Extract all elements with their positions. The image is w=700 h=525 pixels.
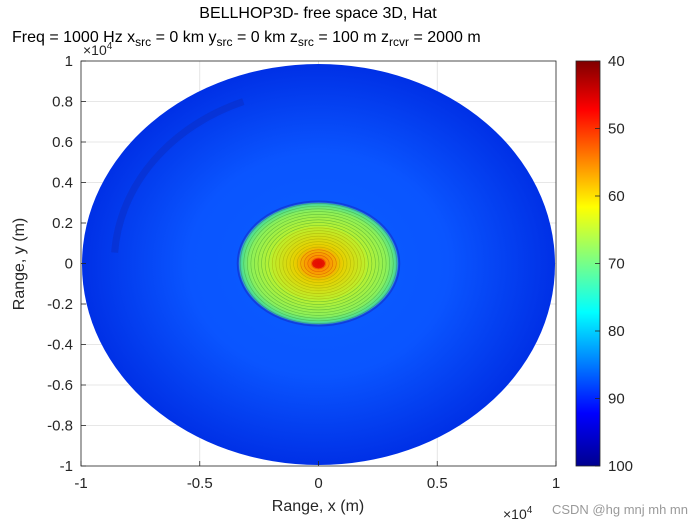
subtitle-text: Freq = 1000 Hz x	[12, 29, 136, 46]
subtitle-text: = 0 km z	[232, 29, 298, 46]
watermark: CSDN @hg mnj mh mn	[551, 502, 688, 517]
y-tick-label: 0.2	[52, 215, 73, 232]
interference-ring	[289, 241, 348, 286]
interference-ring	[239, 203, 398, 324]
y-axis-label: Range, y (m)	[11, 217, 28, 311]
x-tick-label: -0.5	[187, 475, 213, 492]
caustic-streak	[111, 98, 245, 253]
x-tick-label: -1	[74, 475, 87, 492]
interference-ring	[275, 230, 362, 297]
interference-ring	[271, 227, 366, 300]
subtitle-subscript: rcvr	[389, 35, 410, 49]
chart-subtitle: Freq = 1000 Hz xsrc = 0 km ysrc = 0 km z…	[12, 29, 481, 49]
colorbar-tick-label: 40	[608, 53, 625, 70]
y-tick-label: -0.8	[47, 418, 73, 435]
interference-ring	[264, 222, 373, 305]
x-tick-label: 0.5	[427, 475, 448, 492]
colorbar-tick-label: 70	[608, 256, 625, 273]
inner-edge-ring	[236, 200, 401, 327]
x-tick-label: 1	[552, 475, 560, 492]
interference-ring	[279, 233, 358, 294]
interference-ring	[311, 257, 326, 270]
interference-rings	[236, 200, 401, 327]
y-exponent-power: 4	[107, 41, 113, 52]
interference-ring	[293, 244, 344, 283]
interference-ring	[303, 252, 334, 275]
y-tick-label: 0	[65, 256, 73, 273]
subtitle-subscript: src	[216, 35, 233, 49]
interference-ring	[261, 219, 376, 308]
colorbar-tick-label: 50	[608, 121, 625, 138]
y-axis-exponent: ×104	[83, 41, 113, 58]
interference-ring	[307, 255, 330, 272]
subtitle-text: = 0 km y	[151, 29, 217, 46]
colorbar-tick-label: 80	[608, 323, 625, 340]
colorbar-ticks: 40 50 60 70 80 90 100	[595, 53, 633, 475]
x-axis: -1 -0.5 0 0.5 1	[74, 461, 560, 492]
x-axis-label: Range, x (m)	[271, 498, 365, 515]
colorbar-tick-label: 100	[608, 458, 633, 475]
y-tick-label: -0.2	[47, 296, 73, 313]
x-tick-label: 0	[314, 475, 322, 492]
y-tick-label: 0.6	[52, 134, 73, 151]
x-exponent-power: 4	[527, 505, 533, 516]
y-tick-label: 1	[65, 53, 73, 70]
y-tick-label: 0.4	[52, 175, 73, 192]
subtitle-text: = 100 m z	[313, 29, 390, 46]
interference-ring	[250, 211, 387, 316]
interference-ring	[296, 246, 341, 281]
interference-ring	[254, 214, 383, 313]
interference-ring	[243, 205, 394, 322]
colorbar-tick-label: 60	[608, 188, 625, 205]
interference-ring	[257, 216, 380, 311]
source-hotspot	[312, 258, 325, 269]
interference-ring	[268, 224, 369, 303]
y-tick-label: -0.4	[47, 337, 73, 354]
y-tick-label: -0.6	[47, 377, 73, 394]
interference-ring	[246, 208, 391, 319]
interference-ring	[282, 235, 355, 292]
y-tick-label: 0.8	[52, 94, 73, 111]
y-tick-label: -1	[60, 458, 73, 475]
y-axis: 1 0.8 0.6 0.4 0.2 0 -0.2 -0.4 -0.6 -0.8 -1	[47, 53, 86, 475]
interference-ring	[286, 238, 351, 289]
subtitle-subscript: src	[135, 35, 152, 49]
chart-title: BELLHOP3D- free space 3D, Hat	[199, 5, 437, 22]
subtitle-text: = 2000 m	[409, 29, 481, 46]
subtitle-subscript: src	[297, 35, 314, 49]
interference-ring	[300, 249, 337, 278]
colorbar-tick-label: 90	[608, 391, 625, 408]
x-axis-exponent: ×104	[503, 505, 533, 522]
